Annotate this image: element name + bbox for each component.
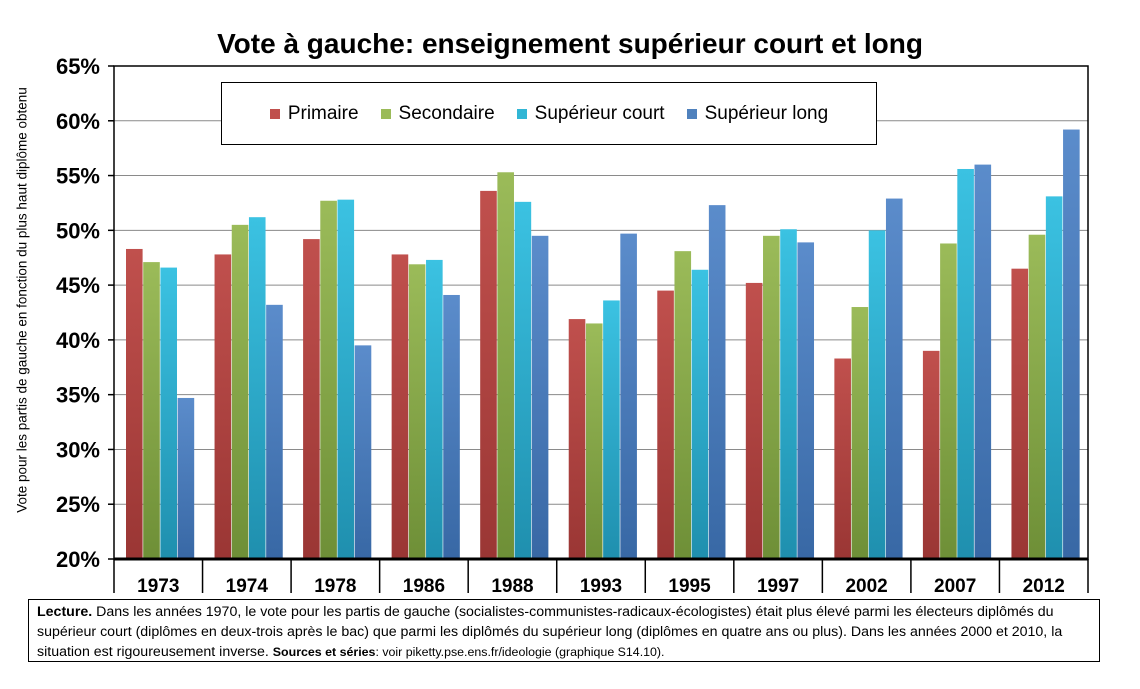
bar (620, 233, 637, 559)
x-tick-label: 2002 (845, 576, 887, 597)
legend-label: Secondaire (398, 102, 495, 124)
bar (708, 205, 726, 559)
y-axis-label: Vote pour les partis de gauche en foncti… (14, 87, 30, 513)
bar (780, 229, 797, 559)
bar (214, 254, 232, 560)
bar (514, 201, 532, 560)
bar (1063, 129, 1080, 559)
bar (320, 200, 337, 559)
bar (603, 300, 620, 559)
bar (126, 248, 143, 560)
note-sources-label: Sources et séries (272, 645, 376, 659)
legend-label: Supérieur court (534, 102, 665, 124)
legend-item: Primaire (269, 102, 359, 125)
y-tick-label: 40% (56, 328, 100, 353)
bar (940, 243, 957, 560)
axes: 20% 25% 30% 35% 40% 45% 50% 55% 60% 65% 1973 1974 19… (56, 54, 1089, 597)
bar (480, 190, 497, 560)
bar (426, 259, 443, 559)
y-tick-label: 50% (56, 218, 100, 243)
legend: Primaire Secondaire Supérieur court Supérie… (221, 82, 877, 145)
bar (266, 304, 283, 559)
bar (691, 269, 709, 559)
x-tick-label: 1978 (314, 576, 356, 597)
bar (745, 282, 763, 559)
y-tick-label: 35% (56, 383, 100, 408)
note-sources-text: : voir piketty.pse.ens.fr/ideologie (gra… (375, 645, 665, 659)
bar (922, 350, 940, 559)
bar (497, 172, 514, 559)
reading-note: Lecture. Dans les années 1970, le vote p… (28, 599, 1100, 662)
x-tick-label: 1988 (491, 576, 533, 597)
bar (303, 239, 320, 559)
bar (443, 294, 460, 559)
bar (337, 199, 355, 559)
bar (974, 164, 992, 559)
bar (231, 224, 249, 559)
x-tick-label: 1997 (757, 576, 799, 597)
y-tick-label: 25% (56, 492, 100, 517)
x-tick-label: 1993 (580, 576, 622, 597)
bar (763, 235, 780, 560)
y-tick-label: 60% (56, 109, 100, 134)
bar (408, 264, 426, 559)
bars (126, 129, 1080, 560)
bar (354, 345, 372, 559)
bar (851, 307, 869, 559)
bar (1045, 196, 1063, 560)
legend-swatch (380, 108, 391, 119)
legend-item: Supérieur long (686, 102, 829, 125)
legend-item: Secondaire (380, 102, 495, 125)
x-tick-label: 1974 (226, 576, 269, 597)
bar (177, 397, 195, 559)
y-tick-label: 55% (56, 164, 100, 189)
legend-swatch (516, 108, 527, 119)
bar (957, 168, 974, 559)
y-tick-label: 20% (56, 547, 100, 572)
y-tick-label: 65% (56, 54, 100, 79)
y-tick-label: 45% (56, 273, 100, 298)
bar (885, 198, 903, 559)
note-body: Dans les années 1970, le vote pour les p… (37, 604, 1063, 660)
bar-chart: 20% 25% 30% 35% 40% 45% 50% 55% 60% 65% 1973 1974 19… (56, 54, 1089, 597)
bar (391, 254, 409, 560)
bar (657, 290, 674, 559)
bar (160, 267, 177, 559)
bar (834, 358, 851, 559)
legend-swatch (686, 108, 697, 119)
bar (143, 262, 160, 559)
chart-title: Vote à gauche: enseignement supérieur co… (217, 28, 923, 59)
x-tick-label: 1986 (403, 576, 445, 597)
legend-item: Supérieur court (516, 102, 665, 125)
legend-label: Primaire (287, 102, 359, 124)
x-tick-label: 1995 (668, 576, 711, 597)
x-tick-label: 1973 (137, 576, 179, 597)
bar (568, 319, 586, 559)
x-tick-label: 2007 (934, 576, 976, 597)
y-tick-label: 30% (56, 437, 100, 462)
bar (797, 242, 815, 559)
note-lead: Lecture. (37, 604, 93, 620)
bar (1028, 234, 1046, 559)
x-tick-label: 2012 (1023, 576, 1065, 597)
bar (531, 235, 549, 560)
bar (1011, 268, 1029, 559)
bar (674, 251, 692, 559)
bar (248, 217, 266, 560)
legend-label: Supérieur long (704, 102, 829, 124)
legend-swatch (269, 108, 280, 119)
bar (585, 323, 603, 559)
bar (868, 230, 886, 560)
